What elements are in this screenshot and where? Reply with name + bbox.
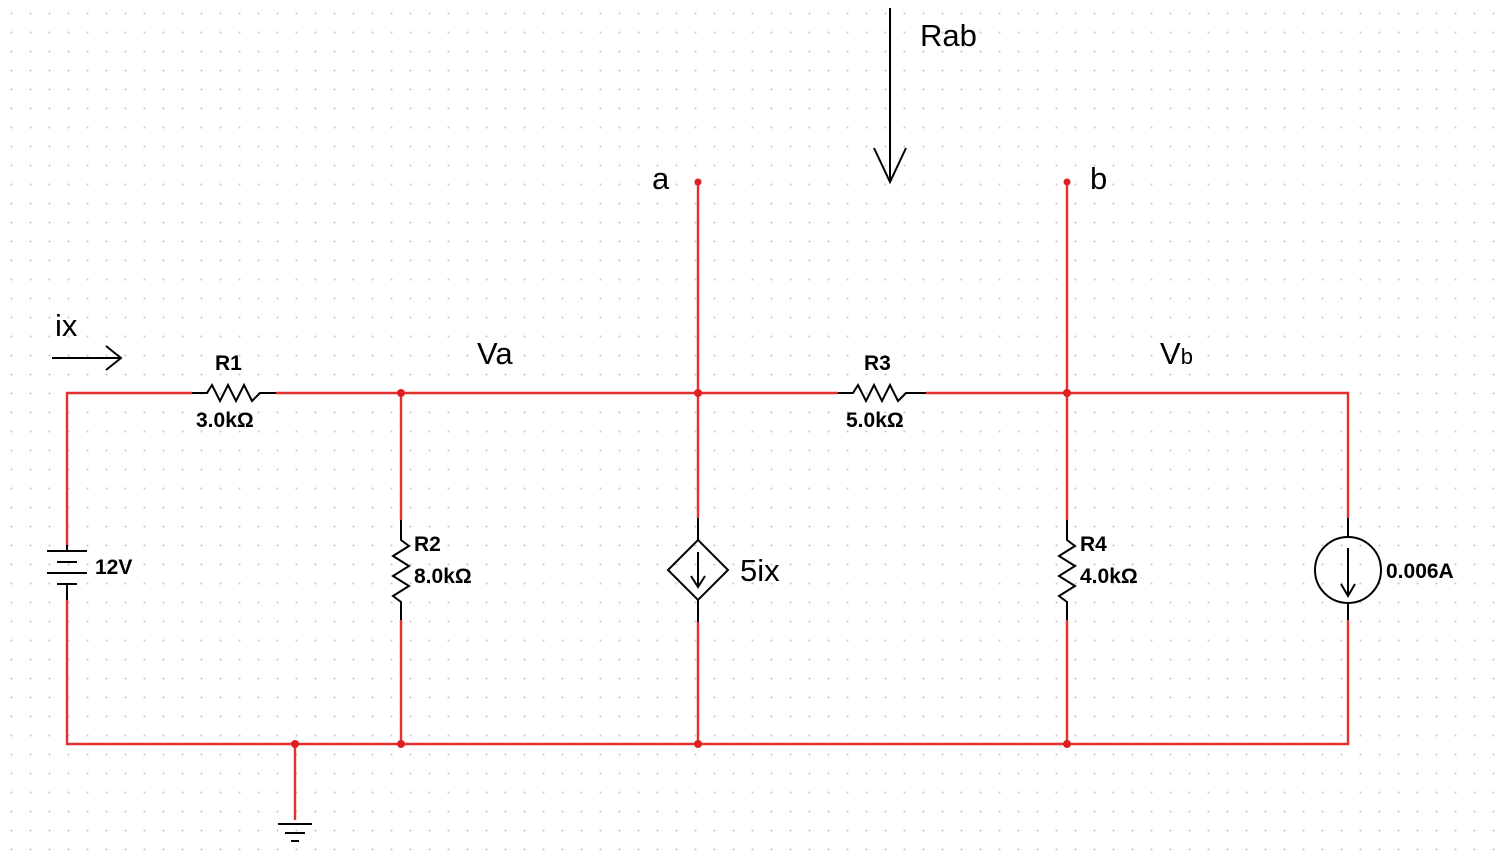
terminal-a-label: a [652,161,670,196]
battery-symbol [47,545,87,600]
resistor-r1[interactable]: R1 3.0kΩ [192,352,276,432]
junctions [291,178,1071,748]
rab-arrow: Rab [873,8,977,185]
ix-current-arrow: ix [52,308,123,371]
resistor-r4[interactable]: R4 4.0kΩ [1057,520,1138,620]
node-dot-b-junction [1063,389,1071,397]
resistor-r1-name: R1 [215,352,242,375]
resistor-r3[interactable]: R3 5.0kΩ [838,352,926,432]
wire-left-top [65,391,192,545]
wires [65,182,1350,820]
node-dot-bottom-dep [694,740,702,748]
current-source[interactable]: 0.006A [1314,518,1454,620]
node-label-vb-main: V [1160,336,1181,371]
terminal-b-label: b [1090,161,1107,196]
resistor-r2-value: 8.0kΩ [414,565,472,588]
dependent-current-source[interactable]: 5ix [666,518,780,622]
rab-label: Rab [920,18,977,53]
dependent-source-arrow-icon [690,552,706,589]
node-dot-terminal-b [1063,178,1071,186]
dependent-source-label: 5ix [740,553,780,588]
current-source-value: 0.006A [1386,560,1454,583]
wire-bottom-rail [65,600,1350,746]
resistor-r1-value: 3.0kΩ [196,409,254,432]
node-label-vb: Vb [1160,336,1193,371]
resistor-r3-name: R3 [864,352,891,375]
node-label-vb-sub: b [1181,344,1193,369]
resistor-r2-name: R2 [414,533,441,556]
resistor-r4-value: 4.0kΩ [1080,565,1138,588]
node-label-va: Va [477,336,513,371]
node-dot-bottom-r4 [1063,740,1071,748]
rab-arrow-icon [873,8,907,185]
resistor-r4-name: R4 [1080,533,1107,556]
node-dot-terminal-a [694,178,702,186]
ground-icon [278,823,312,842]
node-dot-a-junction [694,389,702,397]
battery-source[interactable]: 12V [47,545,132,600]
current-source-circle [1314,536,1382,604]
dependent-source-diamond [666,518,730,622]
resistor-r2-symbol [391,520,411,620]
ground-symbol [278,823,312,842]
resistor-r1-symbol [192,382,276,404]
node-dot-bottom-r2 [397,740,405,748]
wire-top-r3-to-right [926,391,1350,518]
resistor-r2[interactable]: R2 8.0kΩ [391,520,472,620]
node-dot-va [397,389,405,397]
ix-arrow-icon [52,345,123,371]
resistor-r3-symbol [838,382,926,404]
resistor-r3-value: 5.0kΩ [846,409,904,432]
battery-value: 12V [95,556,132,579]
resistor-r4-symbol [1057,520,1077,620]
current-source-arrow-icon [1340,548,1356,598]
ix-label: ix [55,308,78,343]
node-dot-ground [291,740,299,748]
